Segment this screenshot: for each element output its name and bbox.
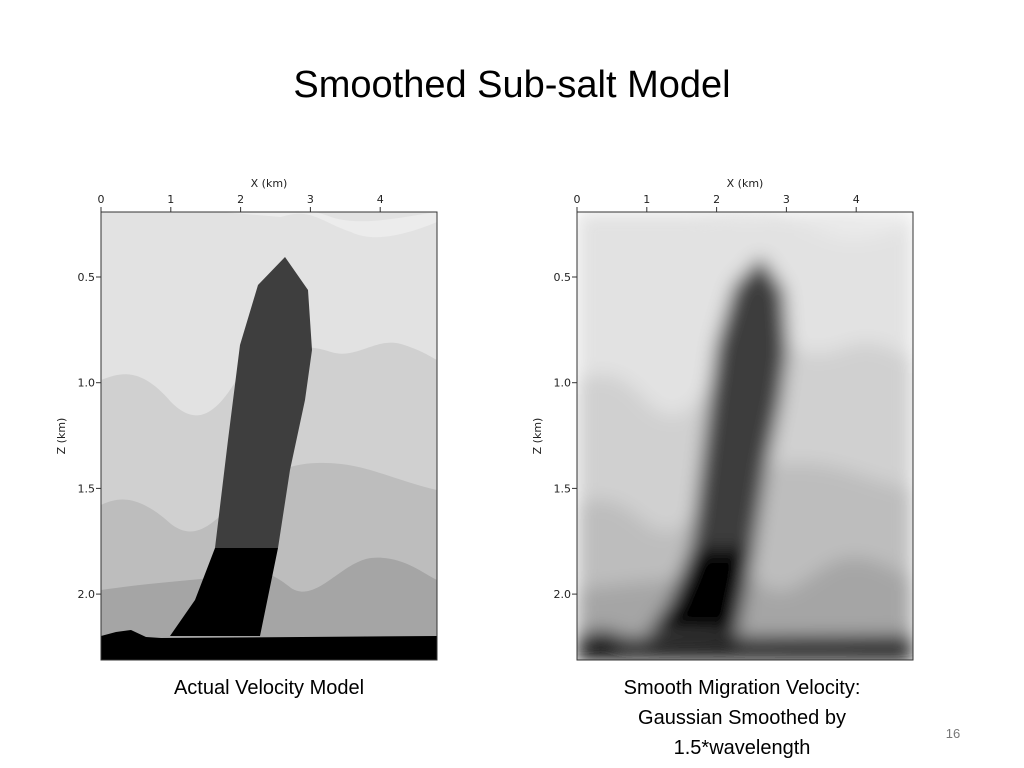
y-tick-label: 2.0 bbox=[554, 588, 572, 601]
x-tick-label: 2 bbox=[713, 193, 720, 206]
x-tick-label: 1 bbox=[643, 193, 650, 206]
slide-title: Smoothed Sub-salt Model bbox=[293, 64, 730, 106]
y-tick-label: 2.0 bbox=[78, 588, 96, 601]
y-tick-label: 1.0 bbox=[78, 377, 96, 390]
y-tick-label: 1.5 bbox=[78, 482, 96, 495]
x-tick-label: 1 bbox=[167, 193, 174, 206]
x-tick-label: 4 bbox=[853, 193, 860, 206]
y-axis-title: Z (km) bbox=[55, 418, 68, 455]
y-axis-title: Z (km) bbox=[531, 418, 544, 455]
x-tick-label: 3 bbox=[783, 193, 790, 206]
x-tick-label: 0 bbox=[98, 193, 105, 206]
x-axis-title: X (km) bbox=[251, 177, 288, 190]
y-tick-label: 1.0 bbox=[554, 377, 572, 390]
x-tick-label: 0 bbox=[574, 193, 581, 206]
x-tick-label: 2 bbox=[237, 193, 244, 206]
y-tick-label: 1.5 bbox=[554, 482, 572, 495]
smoothed-velocity-image bbox=[577, 212, 913, 660]
x-tick-label: 4 bbox=[377, 193, 384, 206]
y-tick-label: 0.5 bbox=[554, 271, 572, 284]
x-axis-title: X (km) bbox=[727, 177, 764, 190]
caption: Actual Velocity Model bbox=[174, 677, 364, 699]
page-number: 16 bbox=[946, 726, 960, 741]
y-tick-label: 0.5 bbox=[78, 271, 96, 284]
caption: 1.5*wavelength bbox=[674, 737, 811, 759]
plot-frame bbox=[576, 211, 914, 661]
x-tick-label: 3 bbox=[307, 193, 314, 206]
caption: Smooth Migration Velocity: bbox=[624, 677, 861, 699]
plot-frame bbox=[100, 211, 438, 661]
velocity-image bbox=[101, 212, 437, 660]
caption: Gaussian Smoothed by bbox=[638, 707, 846, 729]
